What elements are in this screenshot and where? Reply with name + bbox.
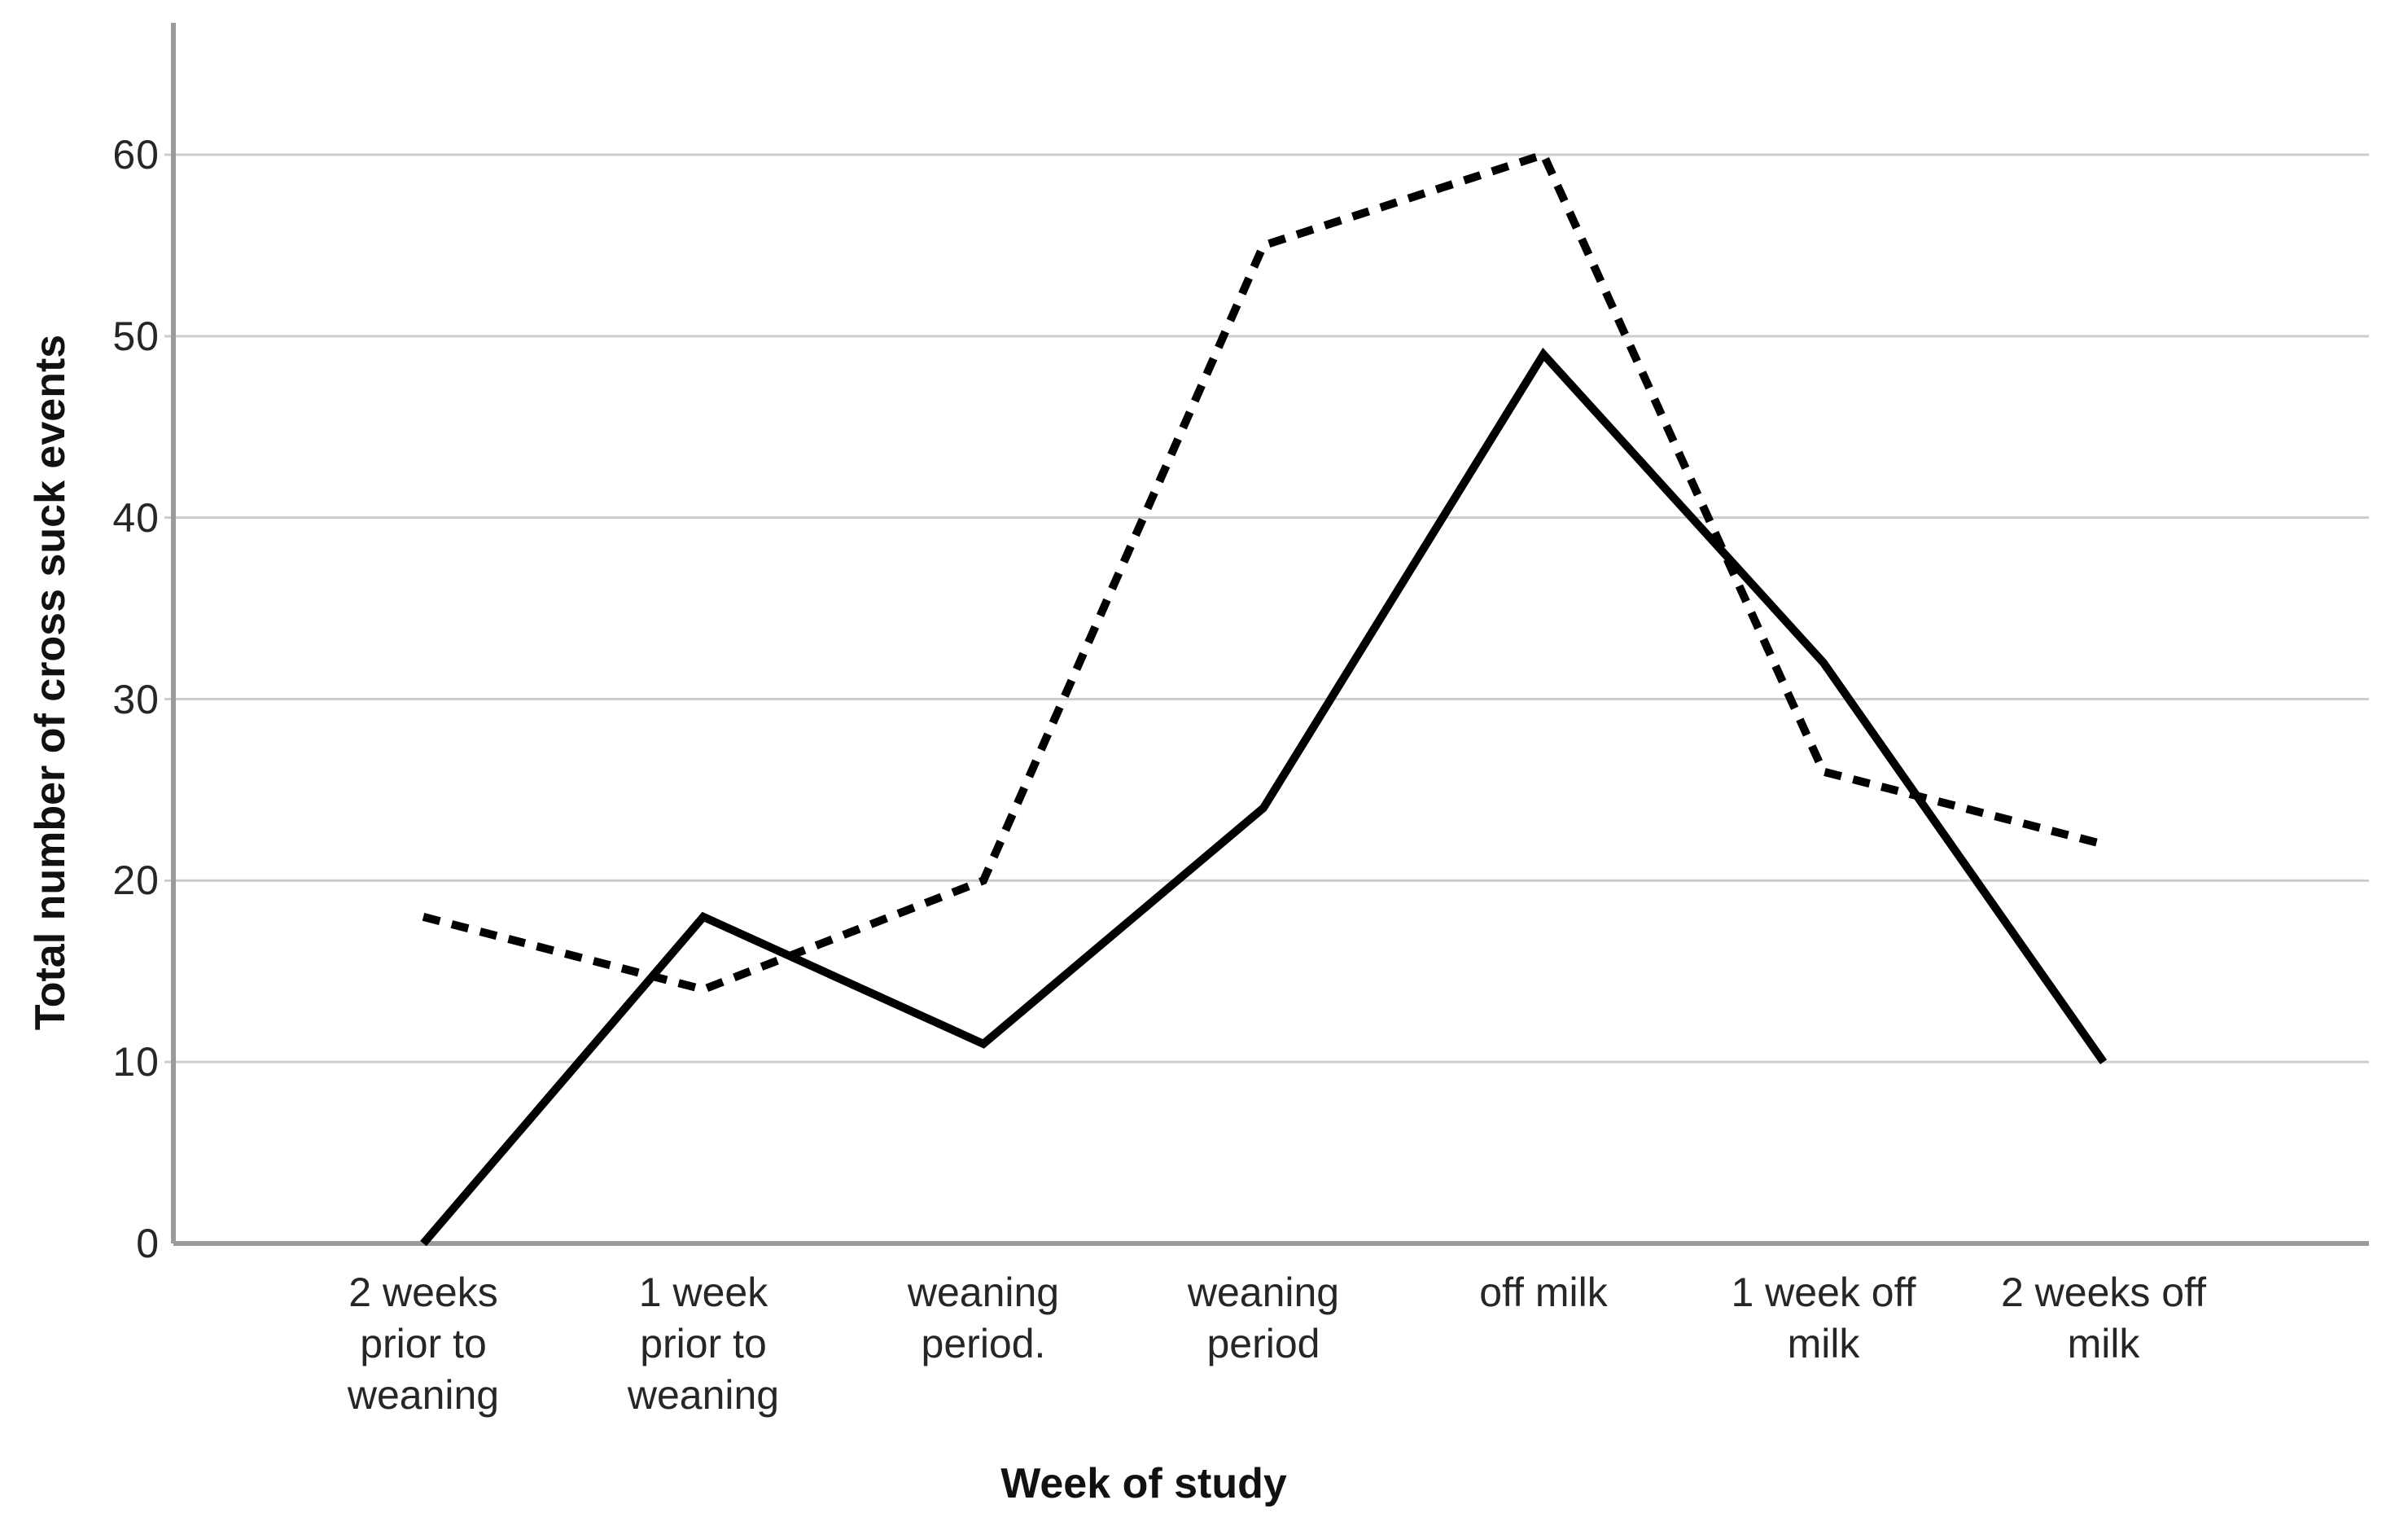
y-tick-label: 10 (112, 1039, 160, 1085)
y-tick-label: 40 (112, 494, 160, 541)
x-tick-label: 1 week prior to weaning (627, 1270, 780, 1418)
series-line-dashed (422, 149, 2105, 994)
x-tick-label: off milk (1479, 1270, 1608, 1315)
x-axis-title: Week of study (1000, 1460, 1287, 1507)
y-tick-label: 0 (136, 1221, 160, 1266)
y-tick-label: 50 (112, 313, 160, 359)
x-tick-label: 2 weeks prior to weaning (347, 1270, 500, 1418)
series-line-solid (420, 347, 2108, 1247)
x-tick-label: weaning period (1187, 1270, 1340, 1366)
x-tick-label: 2 weeks off milk (2000, 1270, 2206, 1366)
y-tick-label: 60 (112, 132, 160, 178)
y-tick-label: 30 (112, 676, 160, 722)
x-tick-label: weaning period. (907, 1270, 1060, 1366)
y-axis-title: Total number of cross suck events (27, 334, 74, 1031)
x-tick-label: 1 week off milk (1731, 1270, 1916, 1366)
y-tick-label: 20 (112, 857, 160, 904)
